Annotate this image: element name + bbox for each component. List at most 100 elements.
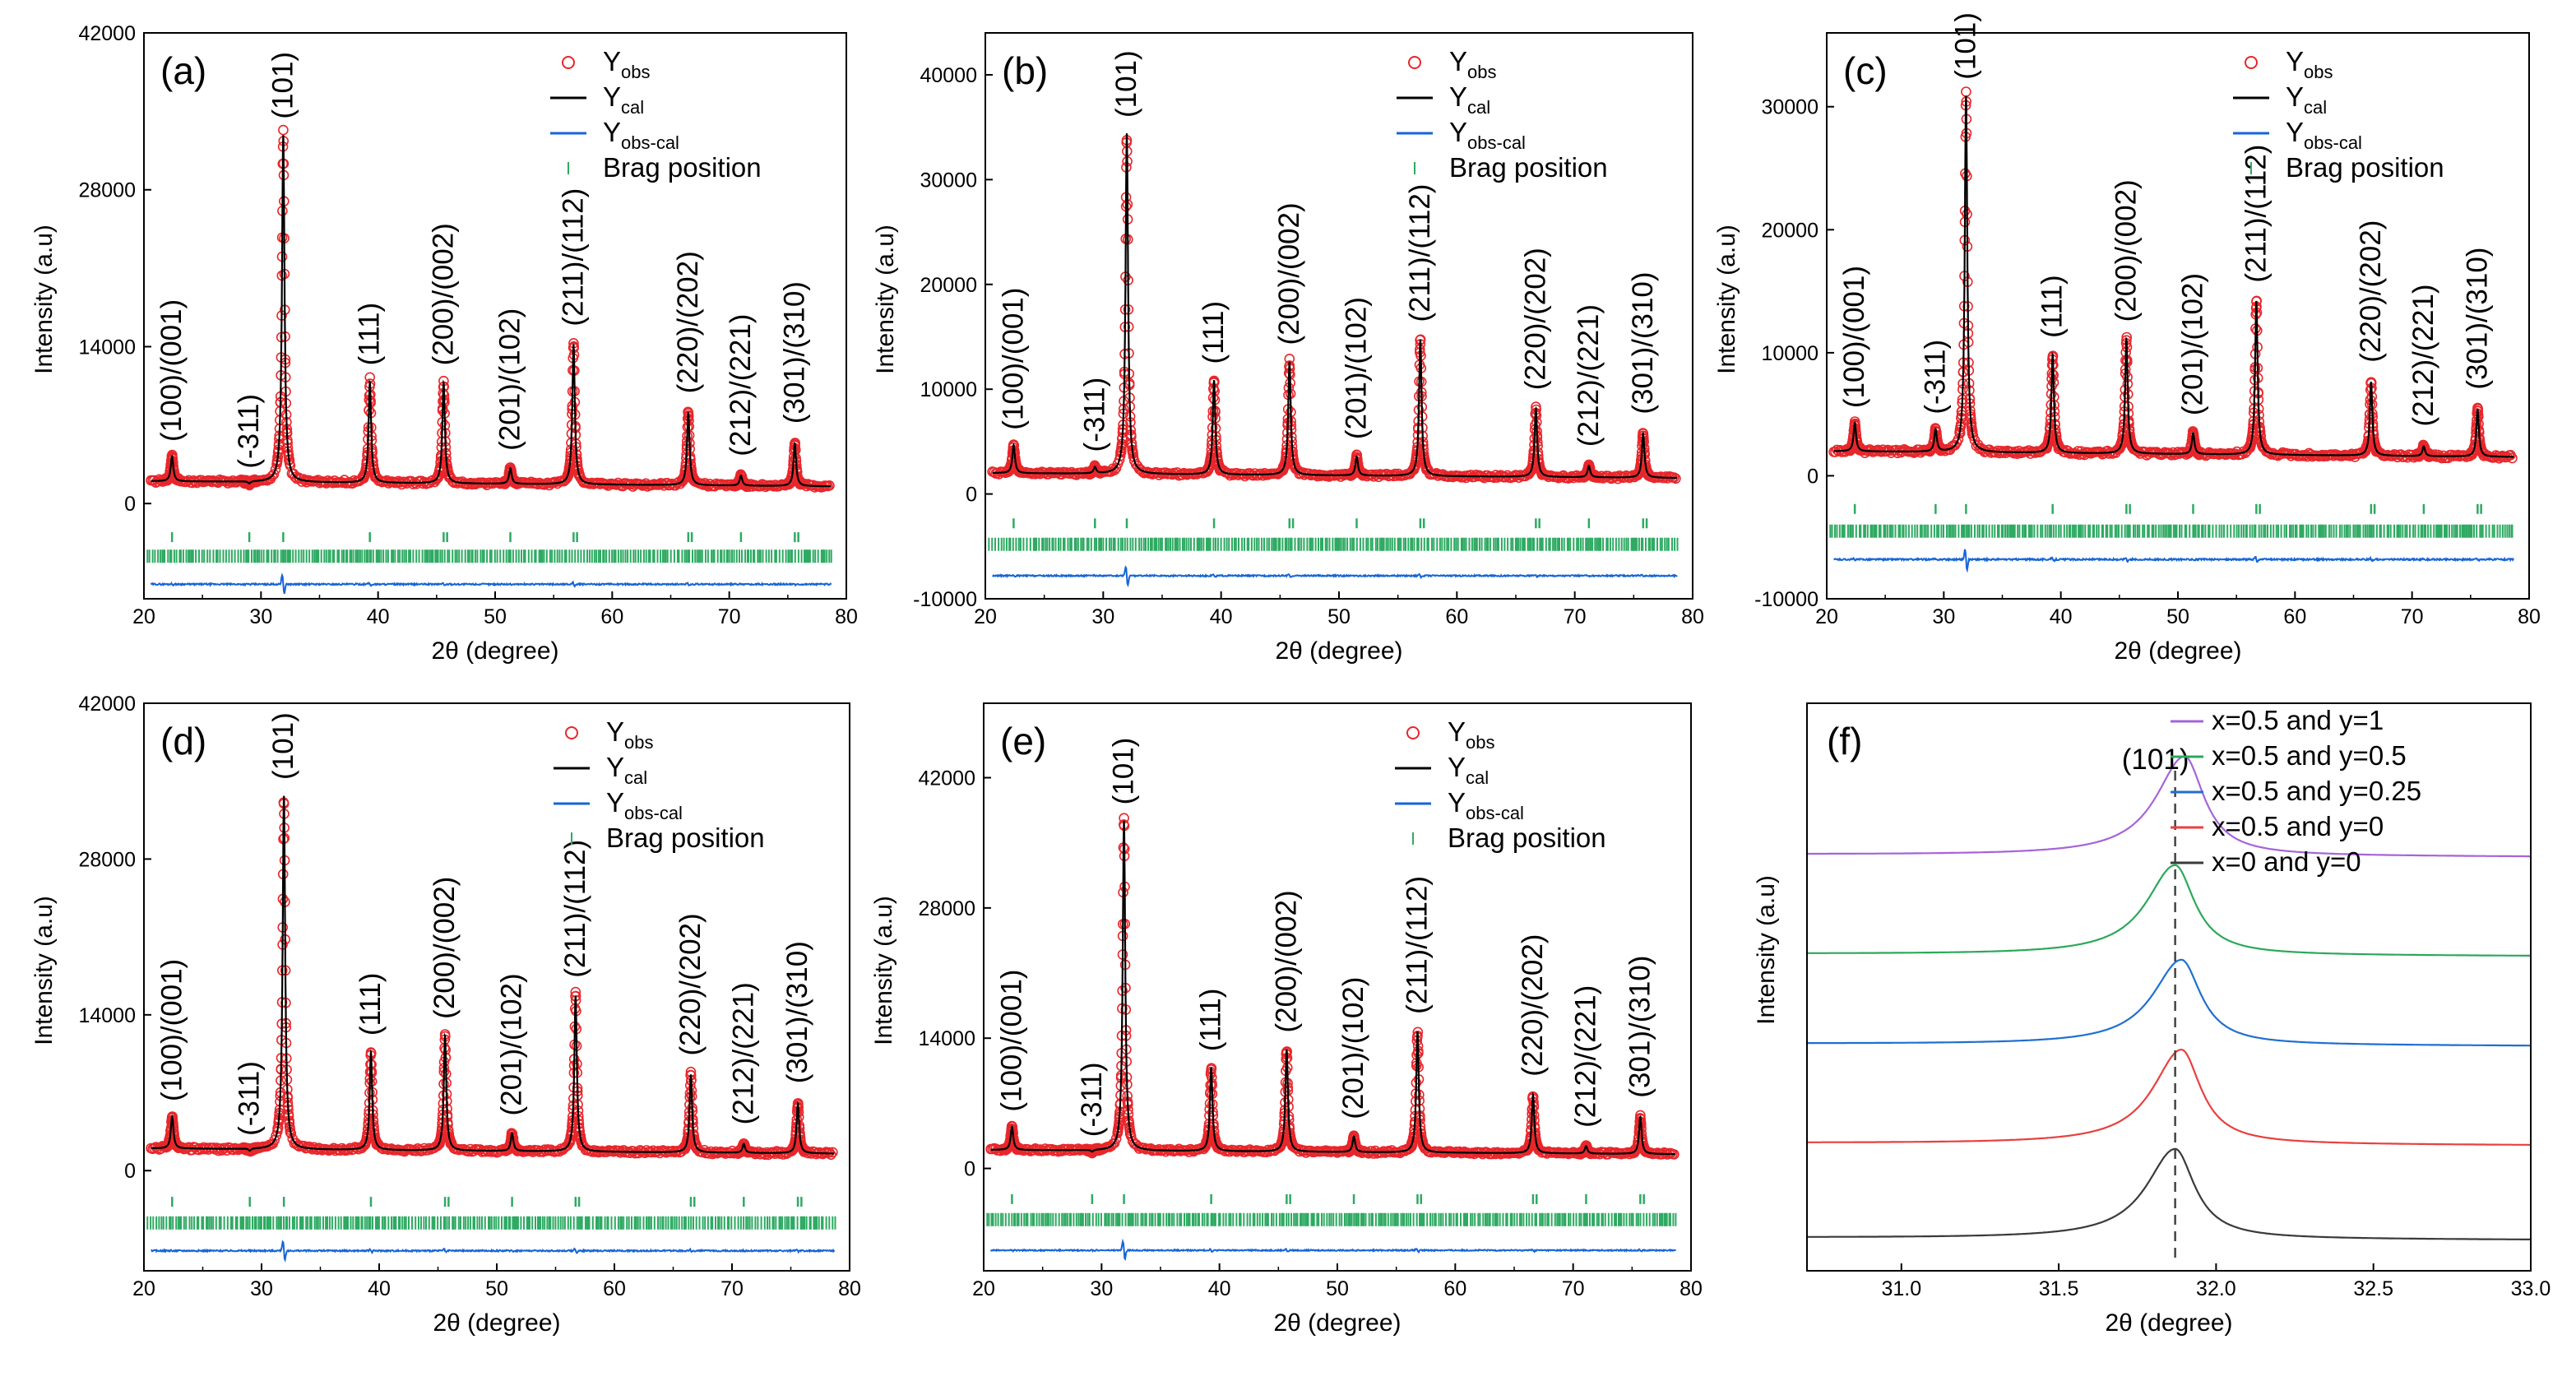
x-tick-label: 50 — [484, 605, 507, 628]
panel-label: (b) — [1002, 49, 1048, 92]
peak-label: (201)/(102) — [494, 308, 526, 451]
y-tick-label: -10000 — [913, 588, 977, 611]
peak-label: (100)/(001) — [997, 288, 1029, 430]
x-tick-label: 70 — [2401, 605, 2424, 628]
peak-label: (101) — [1949, 12, 1981, 80]
yobs-point — [574, 471, 586, 482]
panel-label: (c) — [1843, 49, 1888, 92]
peak-label: (100)/(001) — [155, 299, 188, 442]
yobs-point — [444, 471, 456, 482]
legend-label-2: Yobs-cal — [603, 117, 679, 153]
yobs-point — [1290, 462, 1301, 474]
bragg-ticks — [988, 518, 1679, 551]
x-tick-label: 80 — [835, 605, 858, 628]
peak-label: (201)/(102) — [2177, 273, 2209, 415]
legend-marker-yobs — [562, 56, 575, 69]
legend-label-2: Yobs-cal — [2286, 117, 2362, 153]
x-tick-label: 40 — [1210, 605, 1233, 628]
peak-label: (220)/(202) — [1519, 248, 1551, 390]
y-tick-label: 0 — [1807, 465, 1818, 488]
y-tick-label: 20000 — [1761, 219, 1818, 242]
x-tick-label: 60 — [1445, 605, 1468, 628]
y-tick-label: 0 — [124, 493, 136, 516]
peak-label: (220)/(202) — [2355, 220, 2387, 363]
y-tick-label: 30000 — [1761, 96, 1818, 119]
yobs-cal-line — [992, 565, 1678, 588]
legend-subscript: obs-cal — [1467, 132, 1526, 153]
yobs-point — [1215, 464, 1226, 475]
legend-subscript: cal — [621, 97, 644, 118]
yobs-point — [266, 470, 278, 481]
y-tick-label: 28000 — [78, 179, 136, 202]
peak-label: (111) — [1198, 301, 1230, 364]
x-axis-label: 2θ (degree) — [1275, 637, 1402, 665]
plot-area — [987, 133, 1681, 588]
x-tick-label: 30 — [1932, 605, 1955, 628]
legend-label-1: Ycal — [2286, 81, 2327, 118]
legend-label-1: Ycal — [603, 81, 644, 118]
peak-label: (200)/(002) — [2110, 179, 2142, 322]
y-tick-label: 40000 — [920, 64, 977, 87]
peak-label: (200)/(002) — [1273, 202, 1305, 345]
peak-label: (301)/(310) — [2461, 248, 2493, 390]
bragg-ticks — [146, 1197, 836, 1230]
yobs-point — [268, 469, 280, 480]
yobs-point — [327, 477, 339, 489]
peak-label: (301)/(310) — [778, 281, 810, 424]
peak-label: (-311) — [1919, 340, 1951, 415]
x-tick-label: 20 — [132, 605, 155, 628]
legend-subscript: cal — [2304, 97, 2327, 118]
x-tick-label: 70 — [1564, 605, 1587, 628]
y-axis-label: Intensity (a.u) — [872, 225, 899, 374]
bragg-ticks — [146, 532, 832, 563]
xrd-panel-2: 20 30 40 50 60 70 80 -10000 0 10000 20000 30000 2θ (… — [1713, 12, 2541, 665]
x-tick-label: 60 — [2283, 605, 2306, 628]
peak-label: (301)/(310) — [1627, 271, 1659, 414]
x-tick-label: 80 — [2518, 605, 2541, 628]
xrd-panel-1: 20 30 40 50 60 70 80 -10000 0 10000 20000 30000 4000… — [872, 32, 1704, 665]
peak-label: (100)/(001) — [1838, 266, 1870, 408]
x-tick-label: 50 — [1327, 605, 1351, 628]
peak-label: (211)/(112) — [1404, 184, 1436, 322]
yobs-point — [1312, 470, 1323, 482]
plot-area — [146, 124, 835, 595]
y-tick-label: 0 — [966, 484, 977, 507]
x-tick-label: 20 — [974, 605, 997, 628]
x-axis-label: 2θ (degree) — [2114, 637, 2241, 665]
yobs-point — [278, 124, 289, 136]
peak-label: (111) — [354, 303, 386, 366]
y-tick-label: 20000 — [920, 274, 977, 297]
y-axis-label: Intensity (a.u) — [1713, 225, 1740, 374]
legend-label-0: Yobs — [603, 46, 651, 82]
ycal-line — [151, 135, 832, 488]
legend-marker-yobs — [1408, 56, 1421, 69]
yobs-point — [656, 478, 668, 489]
y-tick-label: -10000 — [1754, 588, 1818, 611]
legend-subscript: obs — [2304, 62, 2333, 82]
x-axis-label: 2θ (degree) — [431, 637, 558, 665]
legend-subscript: obs-cal — [2304, 132, 2362, 153]
yobs-point — [1961, 86, 1971, 97]
peak-label: (101) — [1110, 50, 1142, 118]
xrd-panel-0: 20 30 40 50 60 70 80 0 14000 28000 42000 2θ (degree… — [30, 22, 858, 665]
panel-label: (a) — [160, 49, 206, 92]
bragg-ticks — [1829, 503, 2513, 538]
yobs-point — [1015, 465, 1026, 476]
yobs-point — [173, 473, 184, 484]
peak-label: (101) — [266, 52, 299, 119]
x-tick-label: 30 — [1091, 605, 1114, 628]
y-tick-label: 10000 — [1761, 342, 1818, 365]
legend-subscript: obs-cal — [621, 132, 679, 153]
yobs-point — [689, 475, 700, 486]
peak-label: (200)/(002) — [427, 223, 459, 365]
legend-subscript: cal — [1467, 97, 1490, 118]
x-tick-label: 20 — [1815, 605, 1838, 628]
x-tick-label: 80 — [1681, 605, 1704, 628]
yobs-point — [795, 478, 807, 489]
legend-subscript: obs — [621, 62, 650, 82]
x-tick-label: 40 — [2050, 605, 2073, 628]
